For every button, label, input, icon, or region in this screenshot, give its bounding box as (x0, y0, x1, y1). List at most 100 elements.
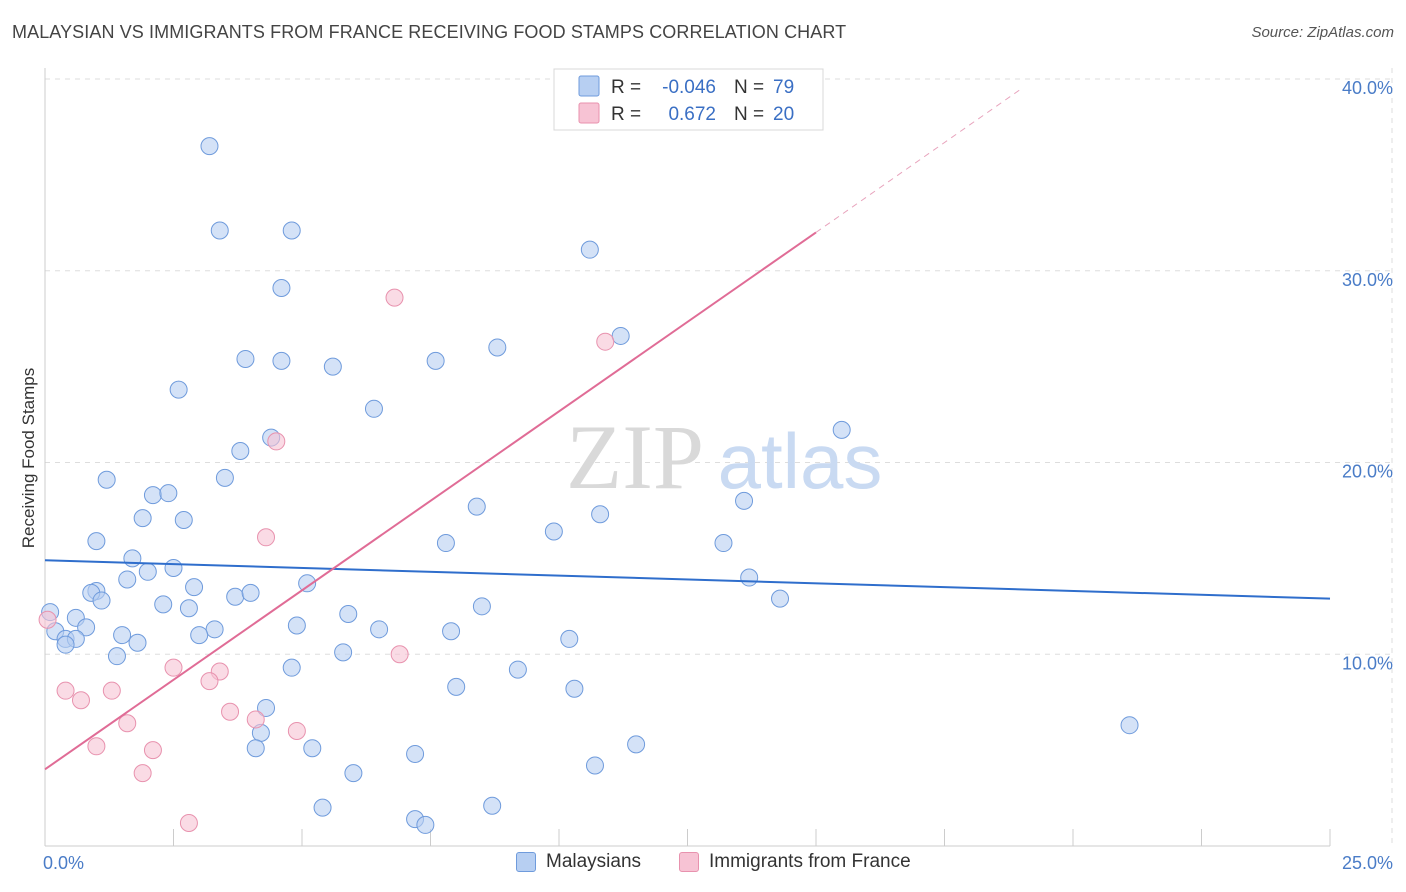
trend-lines (44, 88, 1331, 771)
malaysians-point (442, 622, 461, 641)
malaysians-point (416, 815, 435, 834)
malaysians-point (246, 739, 265, 758)
malaysians-point (210, 221, 229, 240)
france-point (143, 741, 162, 760)
france-point (179, 813, 198, 832)
axes (44, 68, 1331, 847)
malaysians-point (56, 635, 75, 654)
malaysians-point (303, 739, 322, 758)
malaysians-point (580, 240, 599, 259)
malaysians-trend-line (44, 559, 1331, 600)
y-tick-label: 30.0% (1342, 270, 1393, 290)
y-tick-labels: 10.0% 20.0% 30.0% 40.0% (1342, 78, 1393, 673)
malaysians-point (138, 562, 157, 581)
malaysians-point (200, 137, 219, 156)
france-point (246, 710, 265, 729)
x-tick-label: 0.0% (43, 853, 84, 873)
malaysians-point (113, 626, 132, 645)
malaysians-point (323, 357, 342, 376)
malaysians-point (87, 532, 106, 551)
malaysians-point (364, 399, 383, 418)
malaysians-point (298, 574, 317, 593)
legend-n-label-france: N = (734, 104, 764, 125)
chart-title: MALAYSIAN VS IMMIGRANTS FROM FRANCE RECE… (12, 22, 847, 42)
malaysians-point (740, 568, 759, 587)
bottom-legend-label-france: Immigrants from France (709, 851, 911, 872)
france-point (267, 432, 286, 451)
bottom-legend-malaysians: Malaysians (516, 851, 641, 873)
legend: R = -0.046 N = 79 R = 0.672 N = 20 (553, 68, 824, 131)
watermark: ZIP atlas (566, 406, 882, 508)
malaysians-point (143, 486, 162, 505)
malaysians-point (185, 578, 204, 597)
x-tick-labels: 0.0% 25.0% (43, 853, 1393, 873)
malaysians-point (735, 491, 754, 510)
malaysians-point (334, 643, 353, 662)
malaysians-point (241, 583, 260, 602)
france-point (56, 681, 75, 700)
france-point (221, 702, 240, 721)
malaysians-point (627, 735, 646, 754)
y-tick-label: 40.0% (1342, 78, 1393, 98)
malaysians-point (154, 595, 173, 614)
malaysians-point (282, 221, 301, 240)
malaysians-point (97, 470, 116, 489)
malaysians-point (190, 626, 209, 645)
malaysians-point (560, 629, 579, 648)
watermark-atlas: atlas (718, 417, 883, 505)
malaysians-point (107, 647, 126, 666)
malaysians-point (272, 351, 291, 370)
france-point (257, 528, 276, 547)
malaysians-point (611, 326, 630, 345)
france-point (38, 610, 57, 629)
legend-r-value-malaysians: -0.046 (662, 77, 716, 98)
bottom-legend-france: Immigrants from France (679, 851, 911, 873)
malaysians-point (257, 698, 276, 717)
malaysians-point (272, 279, 291, 298)
france-point (102, 681, 121, 700)
malaysians-point (488, 338, 507, 357)
malaysians-point (771, 589, 790, 608)
watermark-zip: ZIP (566, 406, 704, 508)
malaysians-point (544, 522, 563, 541)
malaysians-point (472, 597, 491, 616)
source-label: Source: ZipAtlas.com (1251, 24, 1394, 41)
france-trend-extension (815, 88, 1022, 233)
malaysians-point (591, 505, 610, 524)
malaysians-point (714, 534, 733, 553)
france-point (71, 691, 90, 710)
france-point (385, 288, 404, 307)
legend-r-value-france: 0.672 (668, 104, 716, 125)
series-france (38, 288, 615, 832)
y-axis-title: Receiving Food Stamps (19, 368, 38, 548)
legend-n-label-malaysians: N = (734, 77, 764, 98)
malaysians-point (164, 558, 183, 577)
malaysians-point (226, 587, 245, 606)
malaysians-point (231, 441, 250, 460)
malaysians-point (179, 599, 198, 618)
malaysians-point (508, 660, 527, 679)
series-malaysians (41, 137, 1139, 834)
bottom-legend-label-malaysians: Malaysians (546, 851, 642, 872)
france-point (200, 672, 219, 691)
malaysians-point (215, 468, 234, 487)
france-point (118, 714, 137, 733)
malaysians-point (236, 349, 255, 368)
legend-swatch-france (578, 102, 600, 124)
malaysians-point (159, 484, 178, 503)
malaysians-point (128, 633, 147, 652)
y-tick-label: 20.0% (1342, 462, 1393, 482)
france-point (133, 764, 152, 783)
malaysians-point (447, 677, 466, 696)
legend-n-value-france: 20 (773, 104, 794, 125)
malaysians-point (77, 618, 96, 637)
france-trend-line (44, 231, 817, 771)
malaysians-point (832, 420, 851, 439)
malaysians-point (287, 616, 306, 635)
bottom-legend-swatch-france (679, 852, 699, 872)
france-point (596, 332, 615, 351)
malaysians-point (205, 620, 224, 639)
malaysians-point (118, 570, 137, 589)
malaysians-point (169, 380, 188, 399)
